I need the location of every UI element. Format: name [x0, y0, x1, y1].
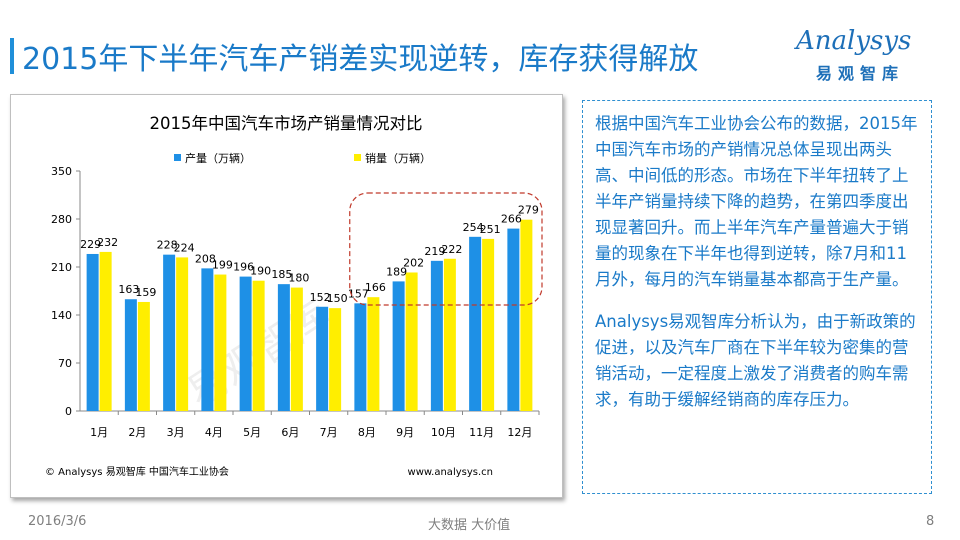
legend-label-production: 产量（万辆） [185, 151, 251, 165]
data-label-production: 196 [233, 261, 254, 274]
data-label-production: 266 [501, 213, 522, 226]
bar-sales [290, 287, 303, 411]
y-tick-label: 70 [58, 357, 72, 370]
bar-production [469, 236, 482, 411]
x-tick-label: 1月 [90, 426, 108, 439]
bar-production [277, 284, 290, 411]
bar-sales [252, 280, 265, 411]
x-tick-label: 4月 [205, 426, 223, 439]
data-label-production: 157 [348, 287, 369, 300]
x-tick-label: 12月 [507, 426, 532, 439]
chart-legend: 产量（万辆） 销量（万辆） [174, 151, 431, 165]
chart-panel: 2015年中国汽车市场产销量情况对比 产量（万辆） 销量（万辆） 易观智库 07… [10, 94, 563, 498]
chart-title: 2015年中国汽车市场产销量情况对比 [150, 114, 423, 133]
bar-production [507, 228, 520, 411]
bar-production [239, 276, 252, 411]
bar-sales [99, 251, 112, 411]
data-label-sales: 222 [441, 243, 462, 256]
data-label-production: 189 [386, 265, 407, 278]
data-label-production: 254 [463, 221, 484, 234]
bar-sales [176, 257, 189, 411]
bar-sales [443, 258, 456, 411]
x-tick-label: 6月 [281, 426, 299, 439]
x-tick-label: 2月 [128, 426, 146, 439]
data-label-sales: 150 [327, 292, 348, 305]
bar-production [86, 253, 99, 411]
data-label-production: 152 [310, 291, 331, 304]
bar-production [124, 299, 137, 411]
chart-source: © Analysys 易观智库 中国汽车工业协会 [45, 465, 229, 478]
legend-swatch-production [174, 154, 181, 161]
bar-production [392, 281, 405, 411]
logo-subtext: 易观智库 [816, 64, 905, 83]
data-label-sales: 279 [518, 204, 539, 217]
bar-sales [214, 274, 227, 411]
bar-sales [329, 308, 342, 411]
bar-production [430, 260, 443, 411]
slide-title: 2015年下半年汽车产销差实现逆转，库存获得解放 [22, 42, 699, 77]
logo-text: Analysys [796, 26, 912, 56]
x-tick-label: 3月 [167, 426, 185, 439]
analysis-paragraph-2: Analysys易观智库分析认为，由于新政策的促进，以及汽车厂商在下半年较为密集… [595, 312, 916, 409]
bar-sales [367, 297, 380, 411]
data-label-sales: 232 [97, 236, 118, 249]
data-label-production: 185 [271, 268, 292, 281]
y-tick-label: 140 [51, 309, 72, 322]
data-label-sales: 166 [365, 281, 386, 294]
legend-label-sales: 销量（万辆） [365, 151, 431, 165]
analysis-paragraph-1: 根据中国汽车工业协会公布的数据，2015年中国汽车市场的产销情况总体呈现出两头高… [595, 114, 918, 289]
data-label-sales: 199 [212, 259, 233, 272]
chart-url: www.analysys.cn [408, 467, 493, 478]
bar-production [316, 306, 329, 411]
data-label-sales: 190 [250, 265, 271, 278]
x-tick-label: 7月 [320, 426, 338, 439]
data-label-production: 163 [118, 283, 139, 296]
footer-date: 2016/3/6 [28, 514, 87, 529]
data-label-sales: 224 [174, 241, 195, 254]
data-label-sales: 180 [288, 272, 309, 285]
bar-sales [137, 301, 150, 411]
footer-slogan: 大数据 大价值 [428, 518, 511, 533]
bar-sales [520, 219, 533, 411]
page-number: 8 [926, 514, 935, 529]
data-label-production: 208 [195, 252, 216, 265]
analysis-text-panel: 根据中国汽车工业协会公布的数据，2015年中国汽车市场的产销情况总体呈现出两头高… [582, 100, 932, 494]
title-accent-bar [10, 38, 14, 74]
bar-production [163, 254, 176, 411]
bar-production [201, 268, 214, 411]
production-sales-chart: 2015年中国汽车市场产销量情况对比 产量（万辆） 销量（万辆） 易观智库 07… [45, 114, 543, 478]
data-label-production: 228 [157, 239, 178, 252]
y-tick-label: 350 [51, 165, 72, 178]
data-label-sales: 202 [403, 256, 424, 269]
y-tick-label: 280 [51, 213, 72, 226]
x-tick-label: 5月 [243, 426, 261, 439]
data-label-production: 229 [80, 238, 101, 251]
x-tick-label: 10月 [431, 426, 456, 439]
analysys-logo: Analysys 易观智库 [796, 26, 936, 86]
x-tick-label: 11月 [469, 426, 494, 439]
data-label-production: 219 [424, 245, 445, 258]
bar-sales [482, 238, 495, 411]
legend-swatch-sales [354, 154, 361, 161]
data-label-sales: 251 [480, 223, 501, 236]
bar-production [354, 303, 367, 411]
data-label-sales: 159 [135, 286, 156, 299]
bar-sales [405, 272, 418, 411]
x-tick-label: 8月 [358, 426, 376, 439]
y-tick-label: 0 [65, 405, 72, 418]
y-tick-label: 210 [51, 261, 72, 274]
x-tick-label: 9月 [396, 426, 414, 439]
